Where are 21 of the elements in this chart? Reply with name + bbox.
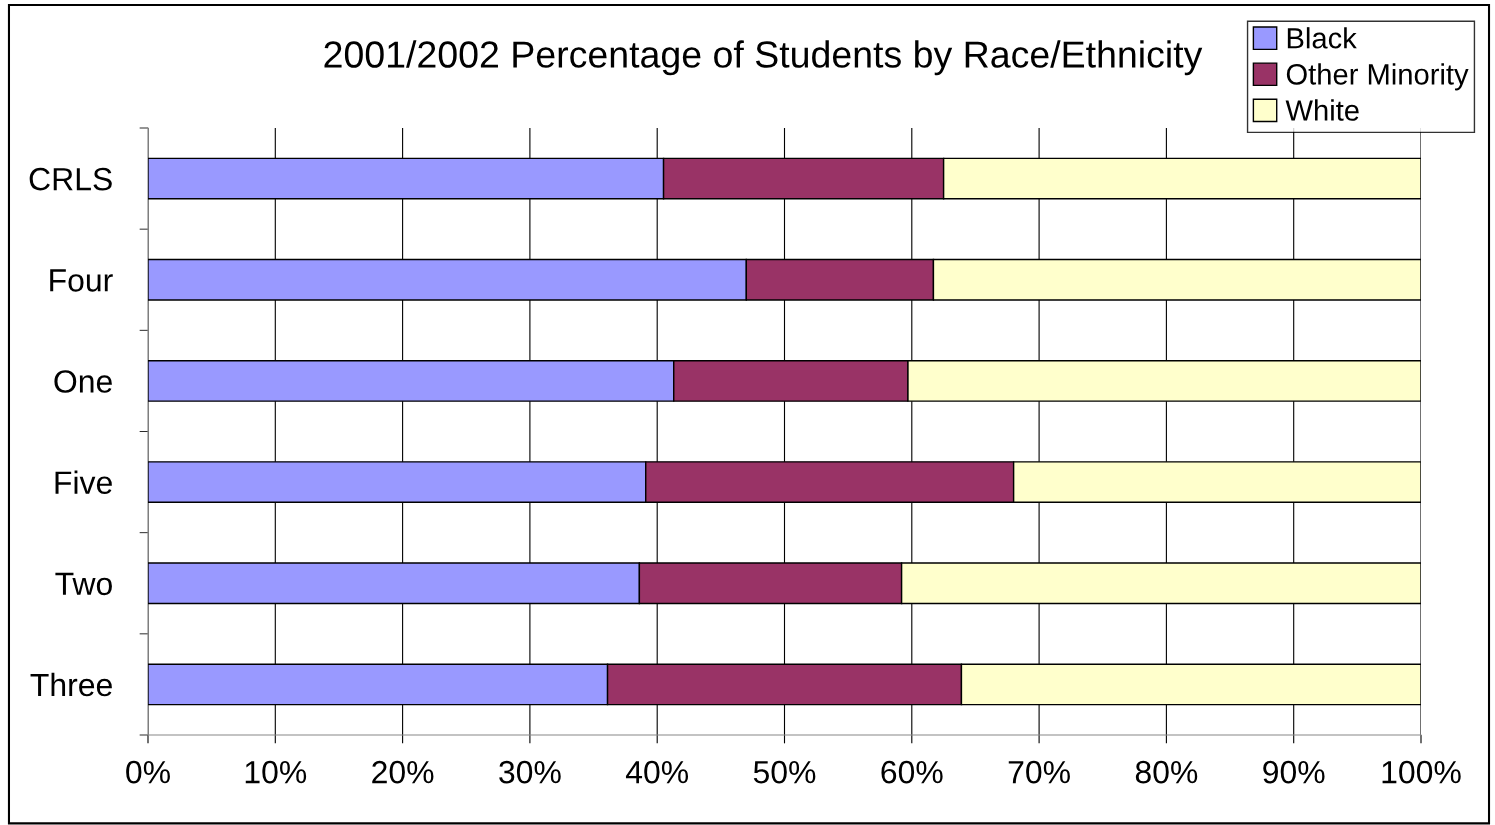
y-tick-label: Three (30, 672, 112, 697)
legend-label: Other Minority (1286, 63, 1469, 91)
x-tick-label: 100% (1382, 760, 1461, 784)
y-tick-label: Five (55, 470, 112, 494)
x-tick-label: 10% (245, 760, 307, 784)
y-tick-label: Four (50, 269, 113, 292)
x-tick-label: 70% (1008, 760, 1070, 784)
x-tick-label: 40% (625, 760, 689, 784)
x-tick-label: 80% (1135, 760, 1198, 784)
y-tick-label: CRLS (29, 167, 112, 191)
x-tick-label: 50% (753, 760, 816, 784)
x-tick-label: 20% (372, 760, 434, 784)
y-tick-label: One (54, 370, 112, 393)
legend-label: Black (1287, 27, 1357, 49)
x-tick-label: 60% (881, 760, 943, 784)
x-tick-label: 30% (499, 760, 561, 784)
x-tick-label: 0% (126, 760, 170, 784)
chart-title: 2001/2002 Percentage of Students by Race/Ethnicity (324, 40, 1203, 76)
x-tick-label: 90% (1263, 760, 1325, 784)
y-tick-label: Two (55, 572, 112, 596)
legend-label: White (1285, 99, 1359, 121)
